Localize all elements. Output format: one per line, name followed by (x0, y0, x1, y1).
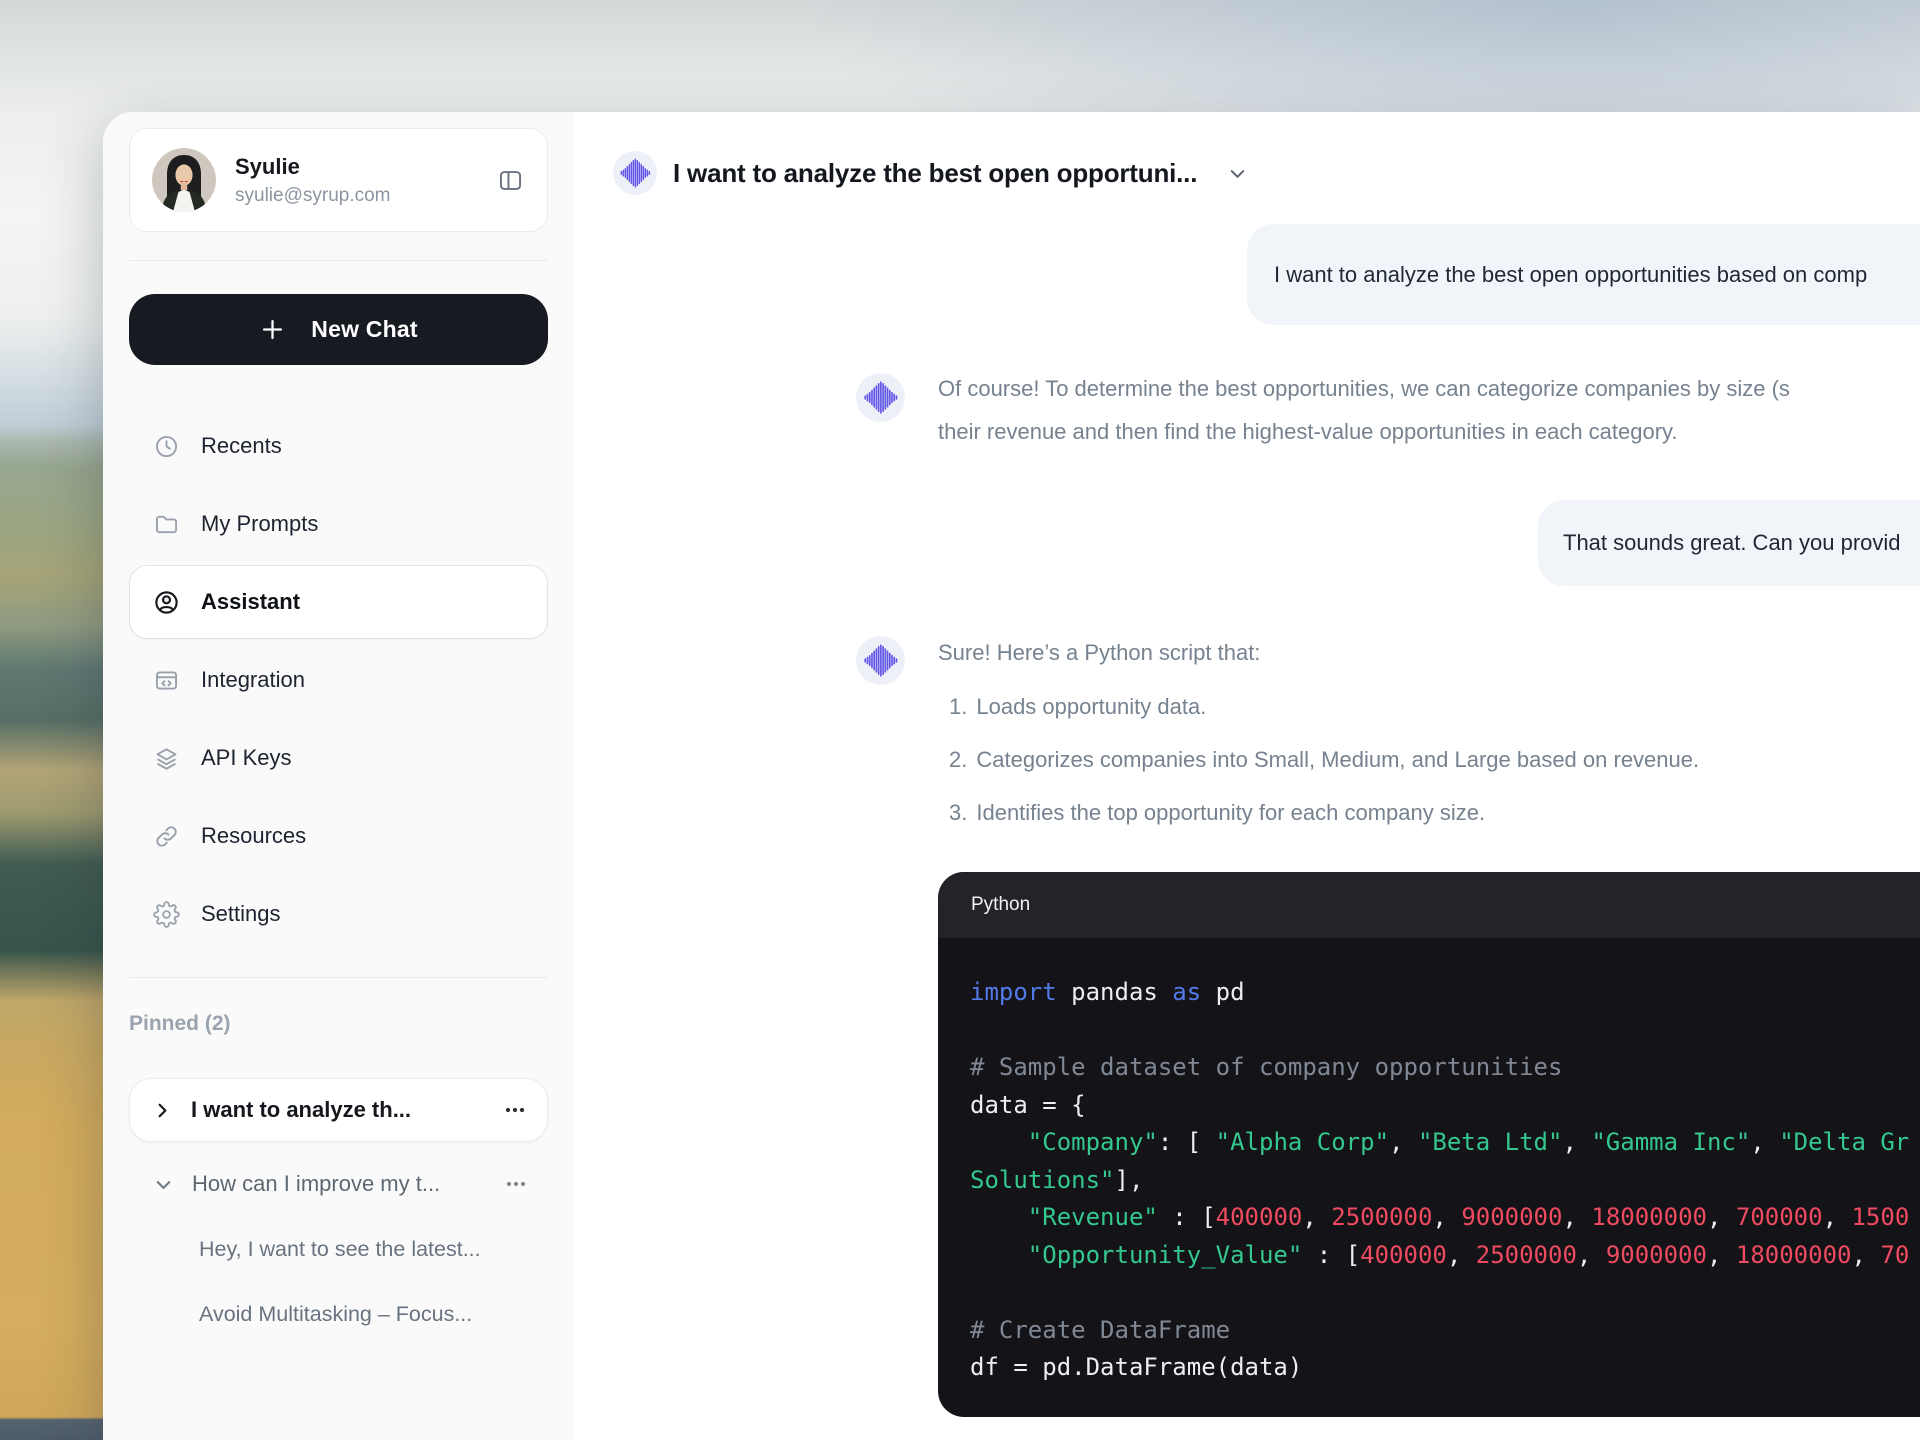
assistant-message-line: their revenue and then find the highest-… (938, 418, 1678, 444)
user-circle-icon (153, 589, 180, 616)
code-language-label: Python (971, 894, 1031, 915)
sidebar-item-recents[interactable]: Recents (129, 407, 548, 485)
chat-header: I want to analyze the best open opportun… (613, 151, 1249, 195)
sidebar-item-api-keys[interactable]: API Keys (129, 719, 548, 797)
sidebar-item-label: Resources (201, 823, 307, 848)
layers-icon (153, 745, 180, 772)
new-chat-label: New Chat (311, 316, 418, 342)
sidebar-item-resources[interactable]: Resources (129, 797, 548, 875)
folder-icon (153, 511, 180, 538)
plus-icon (263, 319, 283, 340)
user-message: I want to analyze the best open opportun… (1247, 224, 1920, 325)
divider (129, 260, 548, 261)
browser-code-icon (153, 667, 180, 694)
clock-icon (153, 433, 180, 460)
assistant-avatar (856, 373, 905, 422)
code-block: Python import pandas as pd # Sample data… (938, 872, 1920, 1417)
chevron-down-icon[interactable] (1226, 162, 1249, 185)
user-message-text: That sounds great. Can you provid (1563, 530, 1901, 555)
user-message-text: I want to analyze the best open opportun… (1274, 262, 1868, 287)
profile-name: Syulie (235, 153, 300, 179)
sidebar-collapse-icon[interactable] (495, 165, 525, 195)
assistant-message: Of course! To determine the best opportu… (938, 368, 1790, 453)
sidebar-item-label: My Prompts (201, 511, 319, 536)
link-icon (153, 823, 180, 850)
assistant-message-line: Of course! To determine the best opportu… (938, 376, 1790, 401)
user-message: That sounds great. Can you provid (1538, 500, 1920, 586)
pinned-header: Pinned (2) (129, 1012, 231, 1035)
profile-card[interactable]: Syulie syulie@syrup.com (129, 128, 548, 232)
sidebar-item-settings[interactable]: Settings (129, 875, 548, 953)
more-icon[interactable] (503, 1098, 527, 1122)
pinned-item-1[interactable]: I want to analyze th... (129, 1078, 548, 1142)
sidebar-item-label: Integration (201, 667, 305, 692)
code-block-header: Python (938, 872, 1920, 938)
user-avatar (152, 148, 216, 212)
sidebar-item-label: API Keys (201, 745, 292, 770)
chevron-right-icon (158, 1103, 167, 1117)
app-window: Syulie syulie@syrup.com New Chat (103, 112, 1920, 1440)
chat-title: I want to analyze the best open opportun… (673, 157, 1198, 188)
new-chat-button[interactable]: New Chat (129, 294, 548, 365)
pinned-item-label: How can I improve my t... (192, 1171, 441, 1196)
list-item: 3. Identifies the top opportunity for eac… (949, 800, 1486, 825)
assistant-waveform-icon (613, 151, 657, 195)
sidebar: Syulie syulie@syrup.com New Chat (103, 112, 574, 1440)
assistant-message-list: 1. Loads opportunity data. 2. Categorizes … (949, 680, 1699, 839)
sidebar-item-integration[interactable]: Integration (129, 641, 548, 719)
code-lines[interactable]: import pandas as pd # Sample dataset of … (970, 978, 1910, 1381)
sidebar-item-label: Assistant (201, 589, 301, 614)
list-item: 1. Loads opportunity data. (949, 694, 1207, 719)
gear-icon (153, 900, 180, 928)
chevron-down-icon (156, 1180, 171, 1189)
sidebar-item-my-prompts[interactable]: My Prompts (129, 485, 548, 563)
divider (129, 977, 548, 978)
list-item: 2. Categorizes companies into Small, Medi… (949, 747, 1700, 772)
sidebar-item-label: Recents (201, 433, 282, 458)
sidebar-item-assistant[interactable]: Assistant (129, 565, 548, 639)
assistant-message-intro: Sure! Here’s a Python script that: (938, 640, 1261, 665)
profile-email: syulie@syrup.com (235, 184, 391, 206)
pinned-sub-item[interactable]: Avoid Multitasking – Focus... (199, 1302, 473, 1326)
more-icon[interactable] (504, 1172, 528, 1196)
sidebar-item-label: Settings (201, 901, 281, 926)
sidebar-nav: Recents My Prompts Assis (129, 407, 548, 953)
chat-area: I want to analyze the best open opportun… (574, 112, 1920, 1440)
pinned-item-2[interactable]: How can I improve my t... (129, 1166, 548, 1202)
pinned-sub-item[interactable]: Hey, I want to see the latest... (199, 1237, 481, 1261)
assistant-avatar (856, 636, 905, 685)
pinned-item-label: I want to analyze th... (191, 1097, 412, 1122)
